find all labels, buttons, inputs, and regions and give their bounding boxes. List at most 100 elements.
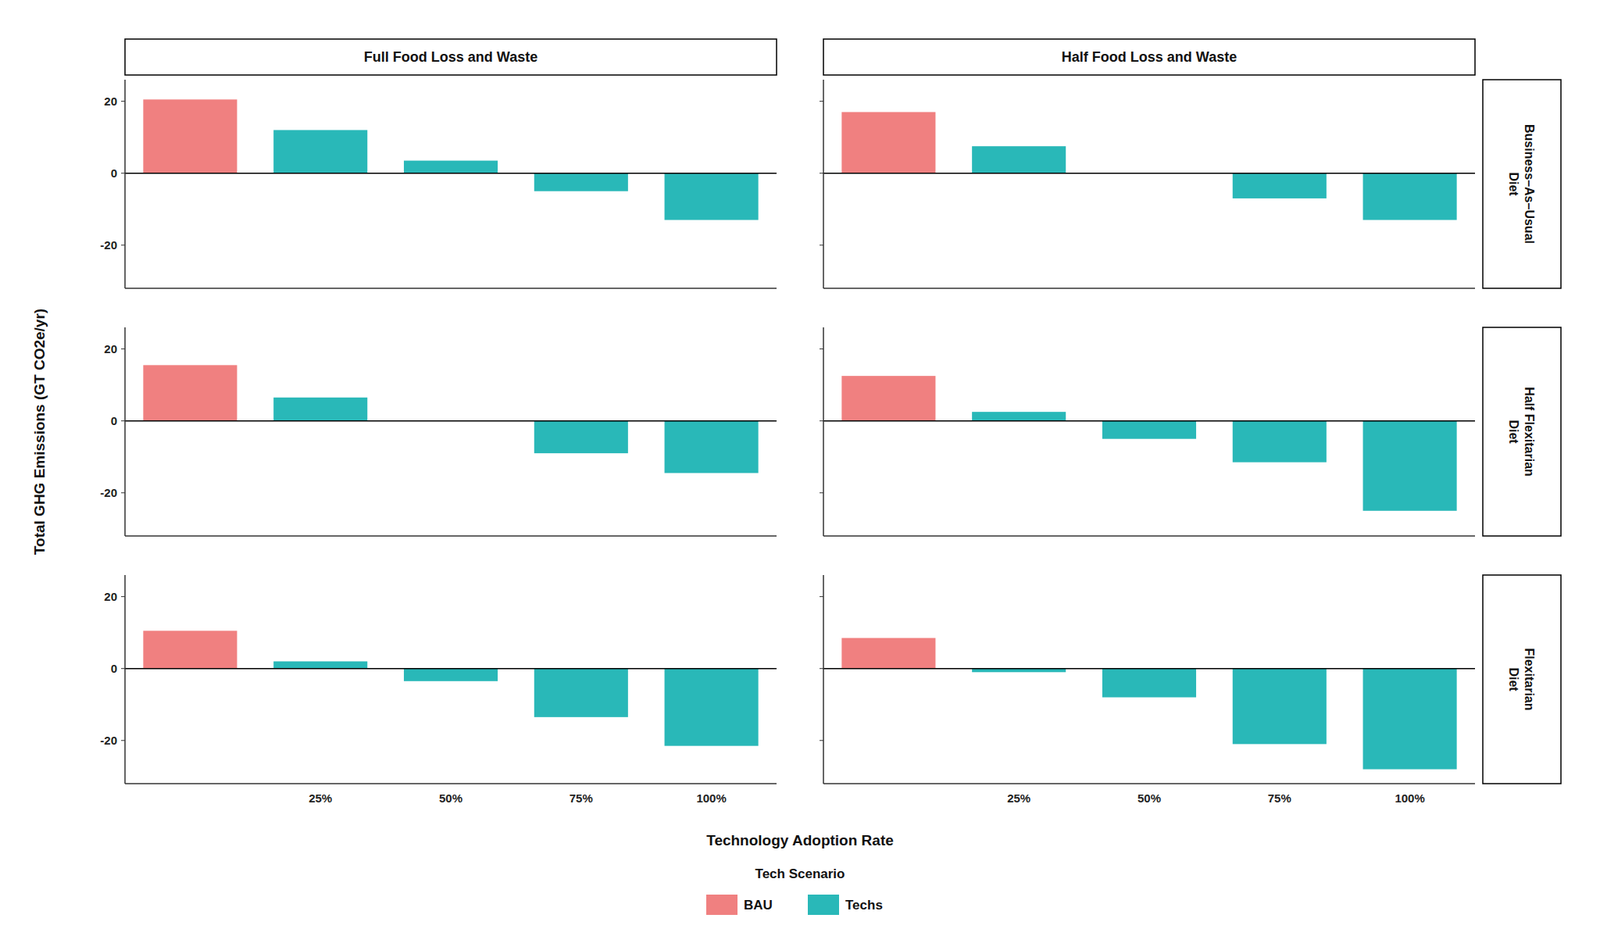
y-tick — [121, 596, 125, 597]
x-tick-label: 50% — [439, 791, 463, 805]
y-tick — [819, 100, 824, 102]
y-tick — [121, 420, 125, 422]
y-tick-label: -20 — [100, 238, 118, 252]
legend-swatch — [807, 894, 840, 915]
bar — [534, 173, 629, 192]
bar — [664, 421, 759, 474]
background — [0, 0, 1600, 936]
bars — [142, 99, 758, 220]
bar — [664, 668, 759, 747]
bars — [142, 364, 758, 473]
bars — [841, 375, 1457, 511]
row-label-box — [1482, 327, 1561, 536]
y-axis-line — [822, 327, 825, 536]
panel: 25% 50% 75% 100% FlexitarianDiet — [819, 575, 1561, 805]
column-title: Full Food Loss and Waste — [364, 49, 538, 65]
y-axis-line — [124, 79, 126, 289]
legend-title: Tech Scenario — [755, 866, 846, 882]
y-axis-line — [822, 575, 825, 784]
bar — [971, 411, 1066, 422]
row-label-line: Business–As–Usual — [1522, 124, 1536, 244]
y-tick — [121, 492, 125, 493]
bar — [142, 364, 237, 421]
y-tick — [819, 172, 824, 174]
zero-line — [125, 667, 777, 670]
x-tick-label: 100% — [1394, 791, 1425, 805]
bar — [1232, 668, 1327, 745]
row-label-line: Diet — [1507, 171, 1522, 197]
x-axis-line — [125, 287, 777, 290]
bar — [664, 173, 759, 221]
bar — [403, 668, 498, 682]
y-axis-line — [822, 79, 825, 289]
x-axis-line — [823, 287, 1475, 290]
row-label-line: Flexitarian — [1522, 647, 1536, 711]
bar — [1102, 421, 1197, 440]
x-tick-label: 100% — [696, 791, 726, 805]
x-tick-label: 75% — [569, 791, 593, 805]
bar — [841, 638, 936, 669]
row-label-line: Diet — [1507, 419, 1522, 444]
legend: Tech Scenario BAU Techs — [706, 866, 883, 916]
bar — [273, 660, 368, 668]
y-tick-label: 20 — [103, 342, 118, 356]
y-tick-label: 0 — [110, 166, 118, 180]
x-axis-line — [823, 535, 1475, 537]
bars — [841, 111, 1457, 220]
bar — [273, 129, 368, 173]
bars — [841, 638, 1457, 770]
bar — [1363, 173, 1458, 221]
y-tick — [121, 172, 125, 174]
bar — [1363, 421, 1458, 511]
x-axis-line — [125, 535, 777, 537]
panel: -20020Full Food Loss and Waste — [100, 39, 777, 289]
y-tick — [819, 420, 824, 422]
legend-swatch — [706, 894, 738, 915]
y-tick — [819, 244, 824, 246]
x-axis-label: Technology Adoption Rate — [706, 832, 894, 849]
bar — [1102, 668, 1197, 698]
bar — [971, 146, 1066, 174]
x-tick-label: 25% — [308, 791, 333, 805]
bars — [142, 630, 758, 746]
y-tick-label: 0 — [110, 661, 118, 675]
y-tick-label: -20 — [100, 733, 118, 747]
bar — [142, 630, 237, 668]
bar — [841, 111, 936, 173]
y-tick — [121, 100, 125, 102]
y-tick — [121, 244, 125, 246]
column-title-box — [823, 39, 1475, 75]
y-tick — [121, 348, 125, 350]
bar — [1363, 668, 1458, 770]
y-tick-label: -20 — [100, 485, 118, 500]
legend-label: BAU — [743, 897, 773, 913]
y-axis-label: Total GHG Emissions (GT CO2e/yr) — [31, 308, 48, 555]
bar — [534, 421, 629, 454]
x-tick-label: 75% — [1267, 791, 1292, 805]
zero-line — [823, 420, 1475, 422]
row-label-line: Diet — [1507, 667, 1522, 692]
y-tick-label: 0 — [110, 414, 118, 428]
y-tick — [819, 596, 824, 597]
y-axis-line — [124, 575, 126, 784]
y-tick — [819, 739, 824, 741]
panel: Half FlexitarianDiet — [819, 327, 1561, 536]
zero-line — [125, 172, 777, 175]
bar — [403, 160, 498, 174]
panel: Half Food Loss and Waste Business–As–Usua… — [819, 39, 1561, 289]
row-label: Business–As–UsualDiet — [1507, 124, 1536, 244]
x-tick-label: 25% — [1007, 791, 1031, 805]
panel: -20 0 20 — [100, 327, 777, 536]
bar — [534, 668, 629, 718]
zero-line — [823, 172, 1475, 175]
y-tick — [819, 667, 824, 669]
legend-label: Techs — [845, 897, 883, 913]
x-axis-line — [125, 782, 777, 785]
bar — [1232, 173, 1327, 199]
row-label-box — [1482, 575, 1561, 784]
chart: -20 0 20 Full Food Loss and Waste Total GHG … — [0, 0, 1600, 936]
x-tick-label: 50% — [1137, 791, 1161, 805]
panel: -2002025%50%75%100% — [100, 575, 777, 805]
column-title: Half Food Loss and Waste — [1061, 49, 1237, 65]
y-tick — [819, 492, 824, 493]
